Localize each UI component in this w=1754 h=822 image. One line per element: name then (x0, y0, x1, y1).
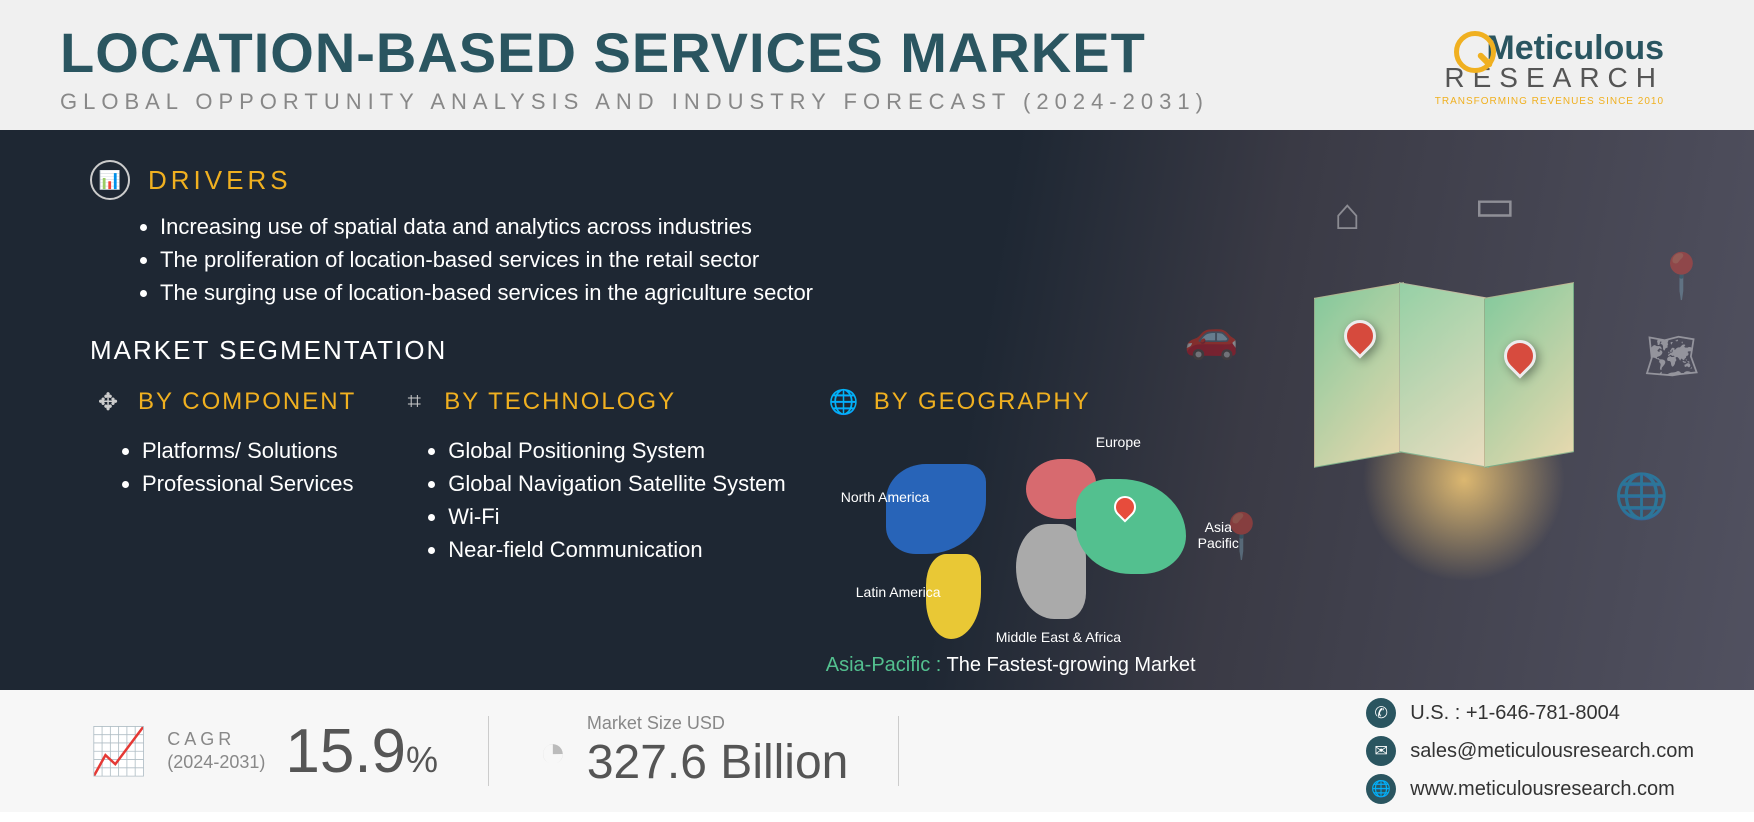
geo-note-text: The Fastest-growing Market (941, 654, 1195, 676)
brand-logo: Meticulous RESEARCH TRANSFORMING REVENUE… (1435, 29, 1694, 107)
contact-phone-row: ✆ U.S. : +1-646-781-8004 (1366, 698, 1694, 728)
cagr-value: 15.9% (285, 716, 438, 787)
seg-geography-col: 🌐 BY GEOGRAPHY North America Latin Ameri… (826, 384, 1694, 677)
cagr-label-2: (2024-2031) (167, 751, 265, 774)
drivers-title: DRIVERS (148, 165, 292, 196)
web-icon: 🌐 (1366, 774, 1396, 804)
seg-component-list: Platforms/ Solutions Professional Servic… (142, 434, 356, 500)
cagr-label-1: CAGR (167, 728, 265, 751)
region-north-america (886, 464, 986, 554)
seg-technology-list: Global Positioning System Global Navigat… (448, 434, 786, 566)
seg-item: Global Positioning System (448, 434, 786, 467)
segmentation-title: MARKET SEGMENTATION (90, 335, 1694, 366)
market-size-metric: ◔ Market Size USD 327.6 Billion (509, 712, 878, 790)
region-label: Asia Pacific (1191, 519, 1246, 551)
cagr-metric: 📈 CAGR (2024-2031) 15.9% (60, 716, 468, 787)
region-asia-pacific (1076, 479, 1186, 574)
contact-web: www.meticulousresearch.com (1410, 778, 1675, 801)
market-size-value: 327.6 Billion (587, 735, 849, 790)
contact-block: ✆ U.S. : +1-646-781-8004 ✉ sales@meticul… (1366, 698, 1694, 804)
drivers-item: The proliferation of location-based serv… (160, 243, 1694, 276)
drivers-item: Increasing use of spatial data and analy… (160, 210, 1694, 243)
email-icon: ✉ (1366, 736, 1396, 766)
seg-component-col: ✥ BY COMPONENT Platforms/ Solutions Prof… (90, 384, 356, 677)
logo-line-1: Meticulous (1486, 29, 1664, 68)
seg-geography-label: BY GEOGRAPHY (874, 388, 1091, 416)
market-size-label: Market Size USD (587, 712, 849, 735)
market-size-block: Market Size USD 327.6 Billion (587, 712, 849, 790)
segmentation-columns: ✥ BY COMPONENT Platforms/ Solutions Prof… (90, 384, 1694, 677)
geography-note: Asia-Pacific : The Fastest-growing Marke… (826, 654, 1694, 677)
header-bar: LOCATION-BASED SERVICES MARKET GLOBAL OP… (0, 0, 1754, 130)
content-inner: 📊 DRIVERS Increasing use of spatial data… (0, 130, 1754, 690)
chip-icon: ⌗ (396, 384, 432, 420)
seg-technology-label: BY TECHNOLOGY (444, 388, 676, 416)
region-label: Europe (1096, 434, 1141, 450)
contact-phone: U.S. : +1-646-781-8004 (1410, 702, 1620, 725)
vertical-divider (898, 716, 899, 786)
vertical-divider (488, 716, 489, 786)
puzzle-icon: ✥ (90, 384, 126, 420)
contact-web-row: 🌐 www.meticulousresearch.com (1366, 774, 1694, 804)
seg-item: Near-field Communication (448, 533, 786, 566)
seg-item: Platforms/ Solutions (142, 434, 356, 467)
phone-icon: ✆ (1366, 698, 1396, 728)
region-label: Latin America (856, 584, 941, 600)
drivers-item: The surging use of location-based servic… (160, 276, 1694, 309)
pie-chart-icon: ◔ (539, 724, 567, 778)
seg-component-label: BY COMPONENT (138, 388, 356, 416)
contact-email: sales@meticulousresearch.com (1410, 740, 1694, 763)
analytics-icon: 📊 (90, 160, 130, 200)
seg-technology-col: ⌗ BY TECHNOLOGY Global Positioning Syste… (396, 384, 786, 677)
title-block: LOCATION-BASED SERVICES MARKET GLOBAL OP… (60, 20, 1435, 115)
drivers-header: 📊 DRIVERS (90, 160, 1694, 200)
region-label: North America (841, 489, 930, 505)
page-subtitle: GLOBAL OPPORTUNITY ANALYSIS AND INDUSTRY… (60, 89, 1435, 115)
contact-email-row: ✉ sales@meticulousresearch.com (1366, 736, 1694, 766)
world-map: North America Latin America Europe Asia … (846, 434, 1246, 654)
growth-chart-icon: 📈 (90, 724, 147, 779)
footer-bar: 📈 CAGR (2024-2031) 15.9% ◔ Market Size U… (0, 690, 1754, 812)
drivers-list: Increasing use of spatial data and analy… (160, 210, 1694, 309)
logo-tagline: TRANSFORMING REVENUES SINCE 2010 (1435, 96, 1664, 107)
seg-item: Global Navigation Satellite System (448, 467, 786, 500)
cagr-labels: CAGR (2024-2031) (167, 728, 265, 775)
seg-item: Wi-Fi (448, 500, 786, 533)
geo-note-highlight: Asia-Pacific : (826, 654, 942, 676)
seg-item: Professional Services (142, 467, 356, 500)
main-panel: ⌂ ▭ 🚗 🗺 📍 📍 🌐 📊 DRIVERS Increasing use o… (0, 130, 1754, 690)
region-mea (1016, 524, 1086, 619)
page-title: LOCATION-BASED SERVICES MARKET (60, 20, 1435, 85)
globe-icon: 🌐 (826, 384, 862, 420)
region-label: Middle East & Africa (996, 629, 1121, 645)
